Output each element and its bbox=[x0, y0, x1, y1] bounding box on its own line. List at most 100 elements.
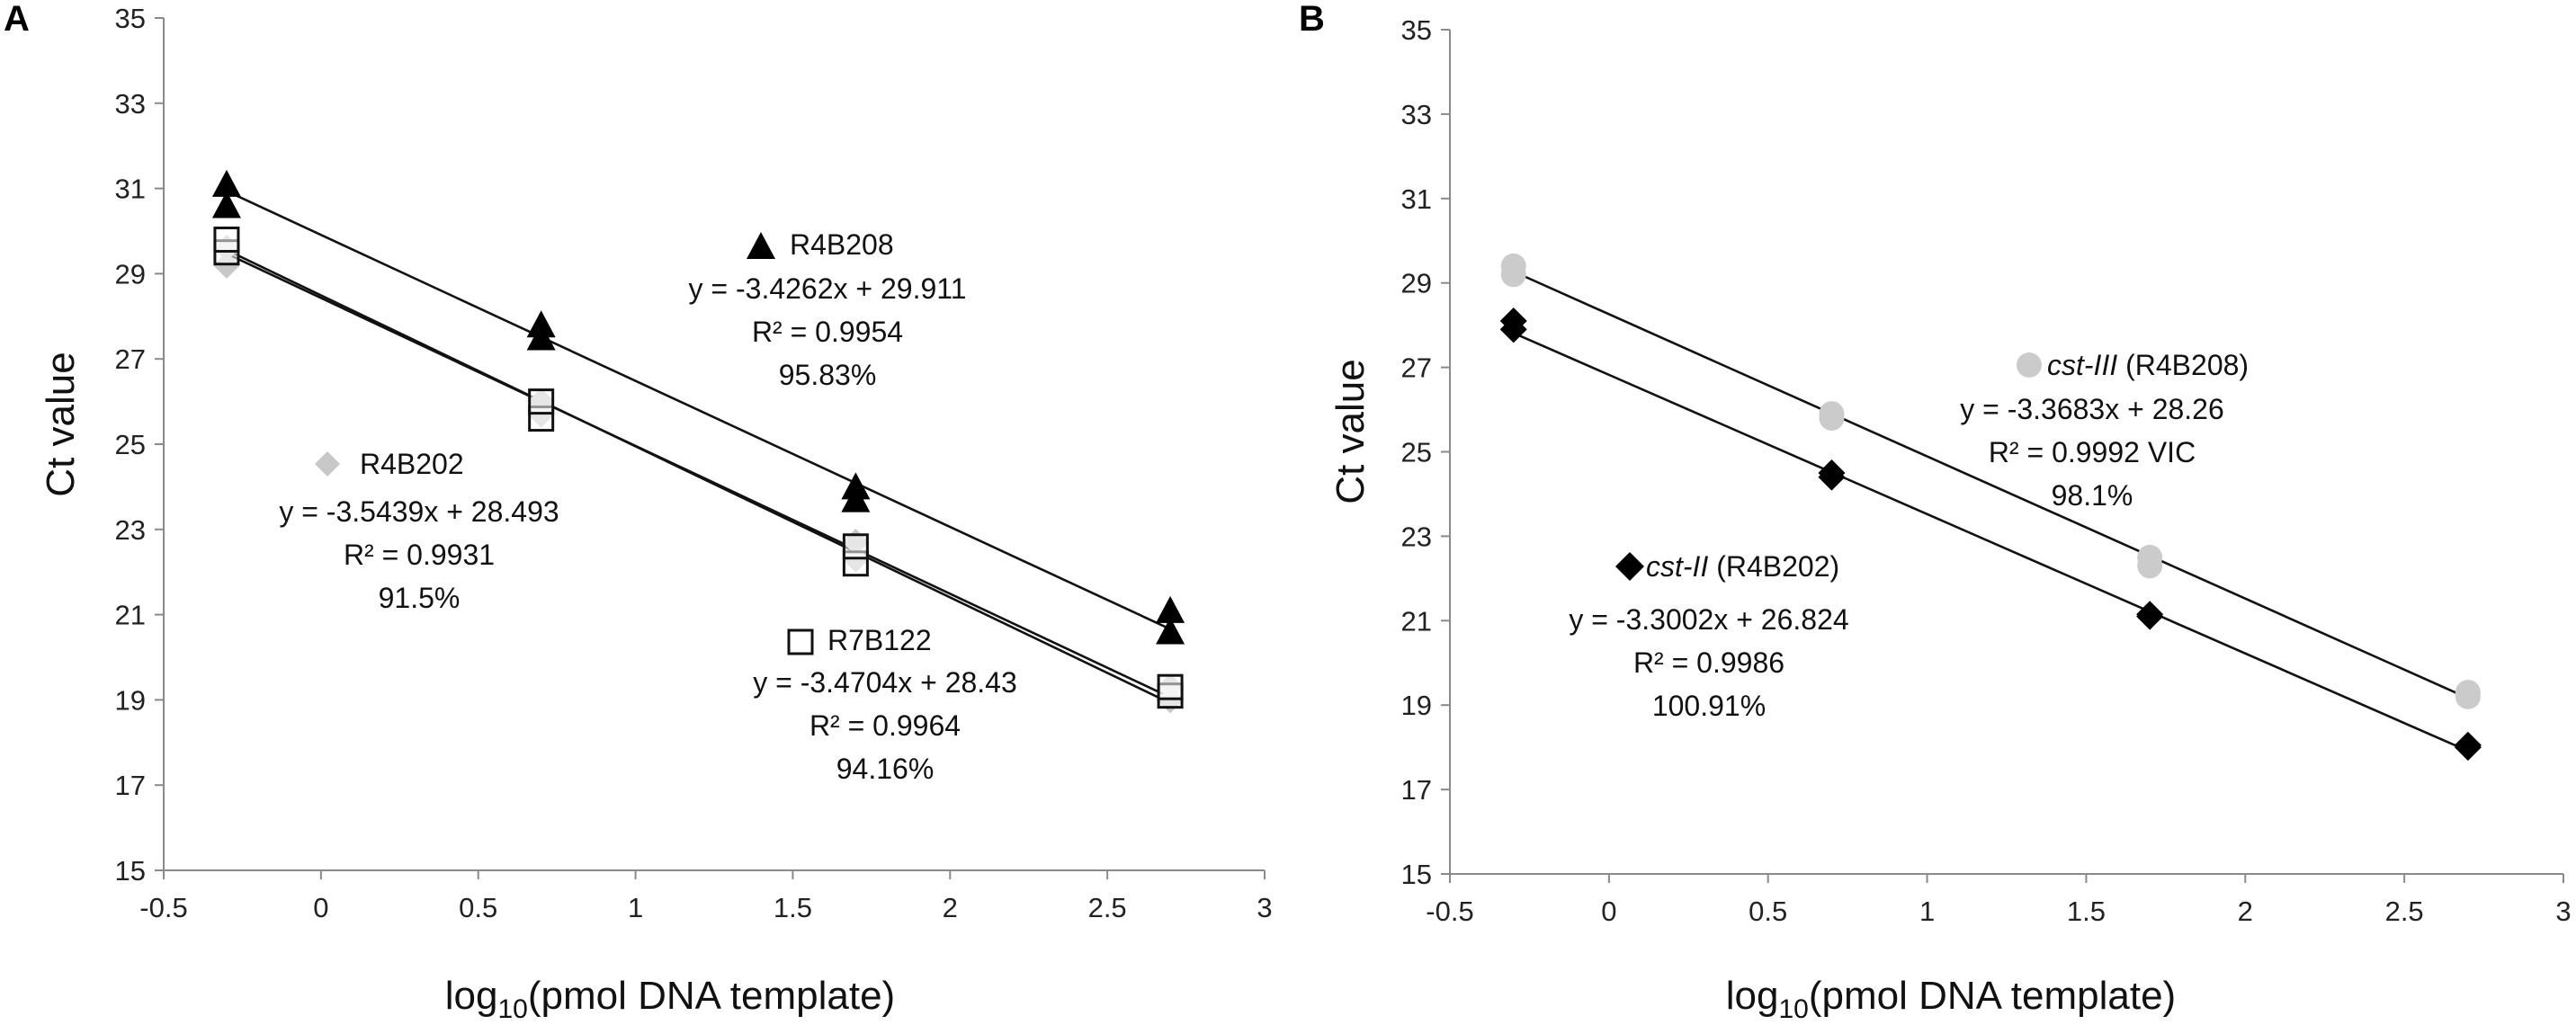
panel-a-annotation-r4b202: R4B202 y = -3.5439x + 28.493 R² = 0.9931… bbox=[279, 448, 559, 614]
panel-b-y-tick-label: 25 bbox=[1401, 437, 1432, 468]
legend-diamond-marker bbox=[1615, 552, 1644, 581]
panel-b-y-axis-title: Ct value bbox=[1328, 359, 1373, 504]
panel-b-y-tick-label: 33 bbox=[1401, 99, 1432, 130]
panel-a-y-tick-label: 27 bbox=[115, 343, 146, 375]
panel-b-series-0-point bbox=[2137, 553, 2163, 579]
panel-b-x-tick-label: 0.5 bbox=[1749, 896, 1787, 927]
panel-b-annotation-cst-iii: cst-III (R4B208) y = -3.3683x + 28.26 R²… bbox=[1960, 349, 2249, 512]
panel-b-letter: B bbox=[1299, 0, 1325, 39]
panel-b-axes: 15 17 19 21 23 25 27 29 31 33 35 -0.5 0 0.5 1 1.5 2 2.5 3 bbox=[1401, 14, 2572, 927]
panel-b-series-0-point bbox=[1819, 405, 1845, 431]
panel-b-y-tick-label: 17 bbox=[1401, 774, 1432, 806]
panel-b-x-tick-label: 1 bbox=[1919, 896, 1935, 927]
panel-a-markers bbox=[211, 169, 1185, 714]
legend-circle-marker bbox=[2017, 352, 2042, 378]
panel-a-y-axis-title: Ct value bbox=[39, 352, 83, 496]
panel-b-y-tick-label: 27 bbox=[1401, 352, 1432, 384]
panel-a-letter: A bbox=[4, 0, 30, 39]
panel-a-x-tick-label: 0 bbox=[313, 892, 328, 923]
panel-b-y-tick-label: 29 bbox=[1401, 268, 1432, 299]
panel-b-annotation-cst-ii: cst-II (R4B202) y = -3.3002x + 26.824 R²… bbox=[1569, 550, 1848, 722]
panel-a-series-1-point bbox=[213, 226, 240, 253]
panel-a-series-1-point bbox=[1157, 673, 1184, 700]
panel-a-series-2-point bbox=[1156, 595, 1185, 623]
panel-a-y-tick-label: 35 bbox=[115, 3, 146, 34]
panel-a-fit-line-2 bbox=[226, 190, 1171, 630]
annotation-series-name: cst-II (R4B202) bbox=[1646, 550, 1839, 583]
panel-b-fit-line-1 bbox=[1513, 332, 2469, 753]
panel-a-fit-lines bbox=[226, 190, 1171, 705]
panel-b-y-tick-label: 19 bbox=[1401, 690, 1432, 721]
panel-b-series-1-point bbox=[2454, 734, 2482, 762]
annotation-r-squared: R² = 0.9954 bbox=[752, 316, 903, 348]
panel-a-y-tick-label: 29 bbox=[115, 258, 146, 290]
panel-b-x-tick-label: 2.5 bbox=[2385, 896, 2424, 927]
panel-b-x-tick-label: -0.5 bbox=[1426, 896, 1473, 927]
panel-a-series-2-point bbox=[841, 472, 871, 500]
panel-b-fit-line-0 bbox=[1513, 270, 2469, 700]
panel-b-series-0-point bbox=[1500, 262, 1526, 288]
panel-b-y-tick-label: 31 bbox=[1401, 183, 1432, 215]
panel-b: B 15 17 19 21 23 25 27 29 31 33 35 -0.5 0 0.5 1 1.5 2 2.5… bbox=[1299, 0, 2572, 1024]
panel-a-y-tick-label: 33 bbox=[115, 88, 146, 120]
annotation-r-squared: R² = 0.9931 bbox=[344, 539, 495, 571]
annotation-series-name: cst-III (R4B208) bbox=[2047, 349, 2249, 381]
annotation-efficiency: 100.91% bbox=[1652, 690, 1766, 722]
panel-a-x-tick-label: 1.5 bbox=[774, 892, 812, 923]
annotation-equation: y = -3.4262x + 29.911 bbox=[689, 272, 967, 305]
annotation-equation: y = -3.3683x + 28.26 bbox=[1960, 393, 2224, 425]
panel-a-series-1-point bbox=[842, 533, 869, 560]
panel-b-markers bbox=[1499, 253, 2482, 762]
panel-a-series-2-point bbox=[1156, 617, 1185, 645]
panel-a-y-tick-label: 21 bbox=[115, 600, 146, 631]
panel-b-x-axis-title: log10(pmol DNA template) bbox=[1726, 974, 2176, 1024]
panel-a-y-tick-label: 19 bbox=[115, 684, 146, 716]
panel-a-fit-line-1 bbox=[226, 252, 1171, 699]
panel-a-series-2-point bbox=[211, 191, 241, 218]
panel-a: A 15 17 19 21 23 25 27 29 31 33 35 -0.5 0 0.5 1 1.5 2 2.5… bbox=[4, 0, 1273, 1024]
annotation-efficiency: 98.1% bbox=[2052, 479, 2133, 512]
annotation-efficiency: 95.83% bbox=[779, 359, 877, 391]
panel-b-y-tick-label: 23 bbox=[1401, 521, 1432, 552]
panel-b-fit-lines bbox=[1513, 270, 2469, 753]
panel-a-annotation-r7b122: R7B122 y = -3.4704x + 28.43 R² = 0.9964 … bbox=[753, 624, 1017, 785]
panel-a-x-tick-label: 3 bbox=[1257, 892, 1272, 923]
panel-a-annotation-r4b208: R4B208 y = -3.4262x + 29.911 R² = 0.9954… bbox=[689, 228, 967, 391]
panel-b-x-tick-label: 3 bbox=[2555, 896, 2571, 927]
panel-b-series-1-point bbox=[1818, 463, 1846, 491]
legend-triangle-marker bbox=[747, 232, 775, 259]
annotation-r-squared: R² = 0.9964 bbox=[809, 709, 961, 742]
annotation-equation: y = -3.3002x + 26.824 bbox=[1569, 603, 1848, 636]
annotation-efficiency: 94.16% bbox=[836, 753, 935, 785]
panel-a-series-1-point bbox=[528, 388, 555, 415]
panel-b-x-tick-label: 1.5 bbox=[2067, 896, 2106, 927]
annotation-r-squared: R² = 0.9986 bbox=[1633, 646, 1784, 679]
panel-a-y-tick-label: 31 bbox=[115, 174, 146, 205]
panel-a-x-tick-label: 0.5 bbox=[459, 892, 497, 923]
annotation-efficiency: 91.5% bbox=[379, 582, 461, 614]
panel-a-y-tick-label: 23 bbox=[115, 514, 146, 546]
panel-b-x-tick-label: 0 bbox=[1601, 896, 1616, 927]
panel-b-series-1-point bbox=[1499, 316, 1527, 343]
panel-a-y-tick-label: 15 bbox=[115, 855, 146, 887]
panel-b-series-1-point bbox=[2136, 601, 2164, 628]
annotation-series-name: R4B202 bbox=[360, 448, 464, 480]
panel-a-axes: 15 17 19 21 23 25 27 29 31 33 35 -0.5 0 0.5 1 1.5 2 2.5 3 bbox=[115, 3, 1273, 923]
panel-a-x-axis-title: log10(pmol DNA template) bbox=[445, 974, 895, 1024]
annotation-r-squared: R² = 0.9992 VIC bbox=[1989, 436, 2196, 468]
panel-a-x-tick-label: 1 bbox=[628, 892, 643, 923]
annotation-series-name: R7B122 bbox=[827, 624, 932, 656]
panel-b-series-0-point bbox=[2455, 683, 2481, 709]
panel-a-x-tick-label: 2 bbox=[943, 892, 958, 923]
legend-square-marker bbox=[787, 628, 814, 655]
panel-b-y-tick-label: 21 bbox=[1401, 605, 1432, 637]
panel-a-series-2-point bbox=[526, 310, 556, 338]
panel-a-y-tick-label: 17 bbox=[115, 770, 146, 801]
panel-a-x-tick-label: 2.5 bbox=[1088, 892, 1127, 923]
legend-diamond-marker bbox=[315, 451, 340, 477]
annotation-series-name: R4B208 bbox=[790, 228, 894, 261]
panel-a-y-tick-label: 25 bbox=[115, 429, 146, 460]
panel-b-y-tick-label: 15 bbox=[1401, 859, 1432, 890]
annotation-equation: y = -3.5439x + 28.493 bbox=[279, 495, 559, 528]
